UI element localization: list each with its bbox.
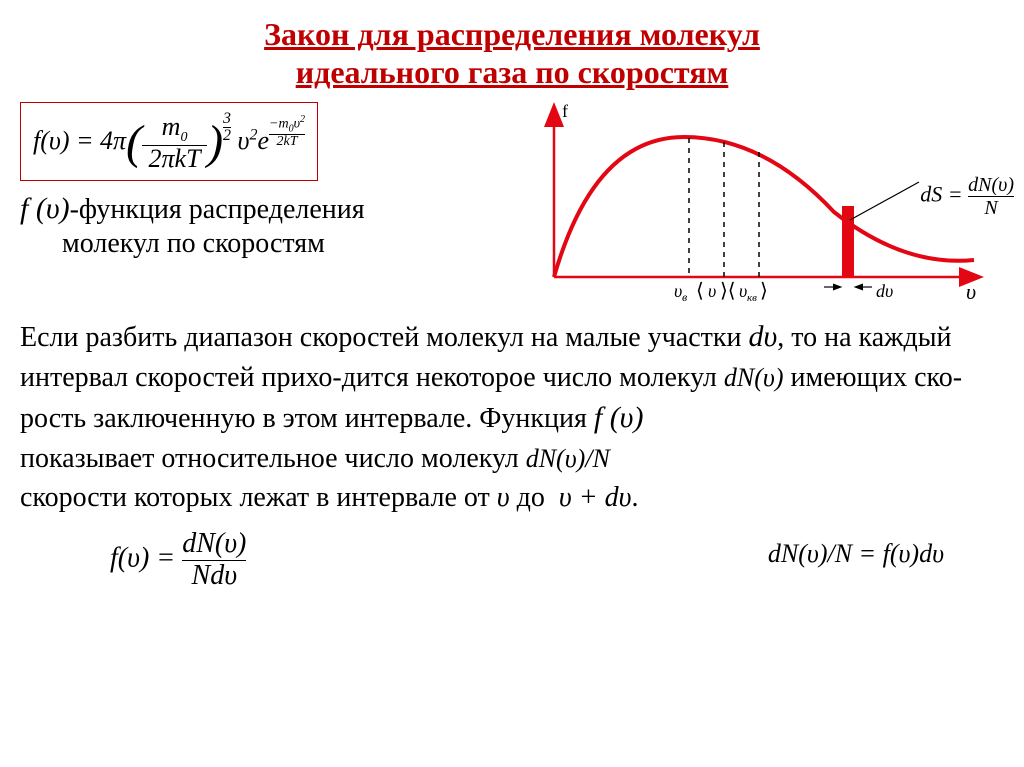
svg-text:кв: кв [747,292,757,302]
distribution-chart: f υ в ⟨ υ ⟩⟨ υ кв ⟩ dυ υ dS = dN(υ)N [524,102,1004,302]
ds-formula: dS = dN(υ)N [920,174,1014,219]
caption-text: f (υ)-функция распределения молекул по с… [20,191,504,261]
svg-text:⟨: ⟨ [696,280,704,302]
svg-text:υ: υ [708,281,716,301]
svg-text:υ: υ [966,279,976,302]
svg-text:в: в [682,290,687,302]
svg-text:⟩: ⟩ [760,280,768,302]
formula-bottom-right: dN(υ)/N = f(υ)dυ [768,529,944,592]
svg-text:f: f [562,102,568,121]
main-formula-box: f(υ) = 4π( m0 2πkT )32 υ2e−m0υ22kT [20,102,318,181]
body-paragraph: Если разбить диапазон скоростей молекул … [20,316,1004,518]
page-title: Закон для распределения молекул идеально… [20,15,1004,92]
svg-text:dυ: dυ [876,281,893,301]
formula-bottom-left: f(υ) = dN(υ)Ndυ [110,529,246,592]
svg-text:⟩⟨: ⟩⟨ [720,280,736,302]
